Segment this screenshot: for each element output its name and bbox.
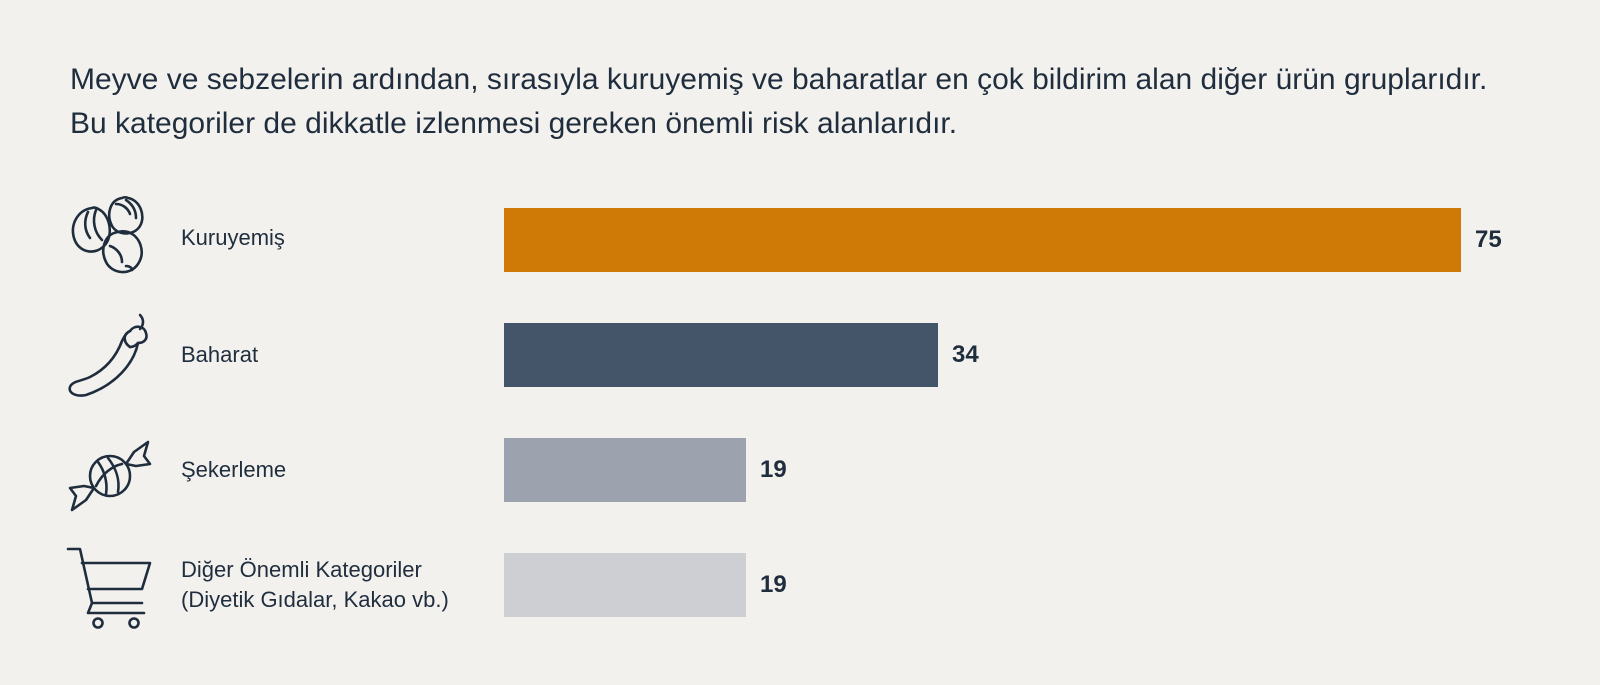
category-label-line2: (Diyetik Gıdalar, Kakao vb.) — [181, 587, 449, 612]
chili-pepper-icon — [64, 311, 156, 403]
bar-row-kuruyemis: Kuruyemiş 75 — [0, 190, 1600, 290]
category-label: Diğer Önemli Kategoriler (Diyetik Gıdala… — [181, 555, 449, 615]
candy-icon — [64, 430, 156, 522]
value-label: 34 — [952, 341, 979, 368]
bar-row-diger: Diğer Önemli Kategoriler (Diyetik Gıdala… — [0, 535, 1600, 635]
bar-sekerleme — [504, 438, 746, 502]
value-label: 19 — [760, 571, 787, 598]
bar-row-sekerleme: Şekerleme 19 — [0, 420, 1600, 520]
category-label-line1: Kuruyemiş — [181, 225, 285, 250]
category-label-line1: Diğer Önemli Kategoriler — [181, 557, 422, 582]
nuts-icon — [64, 194, 156, 286]
chart-headline: Meyve ve sebzelerin ardından, sırasıyla … — [70, 63, 1488, 140]
category-label: Kuruyemiş — [181, 223, 285, 253]
bar-kuruyemis — [504, 208, 1461, 272]
category-label-line1: Baharat — [181, 342, 259, 367]
category-label: Baharat — [181, 340, 258, 370]
bar-baharat — [504, 323, 938, 387]
bar-row-baharat: Baharat 34 — [0, 305, 1600, 405]
bar-diger — [504, 553, 746, 617]
value-label: 75 — [1475, 226, 1502, 253]
category-label: Şekerleme — [181, 455, 286, 485]
category-label-line1: Şekerleme — [181, 457, 287, 482]
value-label: 19 — [760, 456, 787, 483]
shopping-cart-icon — [64, 543, 156, 635]
